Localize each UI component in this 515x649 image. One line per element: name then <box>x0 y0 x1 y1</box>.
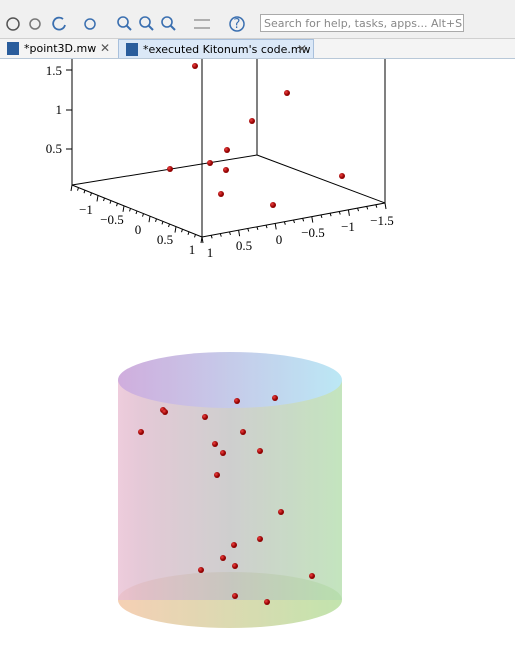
tick-mark <box>357 207 360 212</box>
svg-text:?: ? <box>234 17 241 32</box>
scatter-points <box>167 63 345 208</box>
right-tick-label: −1.5 <box>370 213 394 228</box>
tick-mark <box>161 221 164 225</box>
tick-mark <box>96 195 99 202</box>
tick-mark <box>247 228 250 232</box>
z-tick-label: 1.5 <box>46 63 62 78</box>
tick-mark <box>293 219 295 224</box>
debug-icon[interactable] <box>29 18 41 30</box>
tab-label: *executed Kitonum's code.mw <box>143 43 311 56</box>
tick-mark <box>238 230 241 237</box>
tab[interactable]: *point3D.mw ✕ <box>0 39 116 58</box>
tick-mark <box>320 214 323 219</box>
tick-mark <box>311 216 314 223</box>
tick-mark <box>194 234 196 238</box>
tick-mark <box>109 200 112 204</box>
z-tick-label: 0.5 <box>46 141 62 156</box>
toolbar: ? Search for help, tasks, apps... Alt+S <box>0 0 515 39</box>
help-icon[interactable] <box>229 16 245 32</box>
tick-mark <box>338 211 341 215</box>
tick-mark <box>129 208 131 212</box>
tick-mark <box>219 233 222 237</box>
stop-icon[interactable] <box>6 17 20 31</box>
tick-mark <box>116 203 118 207</box>
tick-mark <box>283 221 286 225</box>
cylinder <box>118 352 342 628</box>
cylinder-points <box>138 395 315 605</box>
zoom-out-icon[interactable] <box>139 16 151 28</box>
right-tick-label: 0.5 <box>236 238 252 253</box>
toolbar-icons: ? <box>6 16 245 32</box>
left-tick-label: 0 <box>135 222 142 237</box>
tick-mark <box>200 236 203 244</box>
left-tick-label: −0.5 <box>100 212 124 227</box>
search-box[interactable]: Search for help, tasks, apps... Alt+S <box>260 14 464 32</box>
z-tick-label: 1 <box>56 102 63 117</box>
tick-mark <box>148 216 151 223</box>
tick-mark <box>210 235 213 239</box>
tick-mark <box>155 218 157 222</box>
right-tick-label: −0.5 <box>301 225 325 240</box>
zoom-fit-icon[interactable] <box>161 16 173 28</box>
tick-mark <box>187 231 190 235</box>
left-tick-label: 0.5 <box>157 232 173 247</box>
tick-mark <box>329 213 332 217</box>
tick-mark <box>274 223 277 230</box>
right-tick-label: 1 <box>207 245 214 260</box>
tick-mark <box>265 224 268 229</box>
tab[interactable]: *executed Kitonum's code.mw ✕ <box>118 39 314 58</box>
right-tick-label: 0 <box>276 232 283 247</box>
tick-mark <box>366 206 369 210</box>
tab-label: *point3D.mw <box>24 42 97 55</box>
tick-mark <box>347 209 350 216</box>
tick-mark <box>228 231 231 236</box>
zoom-in-icon[interactable] <box>117 16 129 28</box>
tick-mark <box>302 218 305 222</box>
tick-mark <box>135 210 138 215</box>
tick-mark <box>142 213 144 217</box>
tick-mark <box>181 229 183 233</box>
tick-mark <box>375 204 378 208</box>
tab-bar: *point3D.mw ✕ *executed Kitonum's code.mw… <box>0 39 515 59</box>
tick-mark <box>90 192 92 196</box>
left-tick-label: 1 <box>189 242 196 257</box>
tick-mark <box>70 184 73 192</box>
tick-mark <box>103 197 105 202</box>
tick-mark <box>174 226 177 233</box>
tick-mark <box>122 205 125 212</box>
left-tick-label: −1 <box>79 202 93 217</box>
tick-mark <box>384 202 387 210</box>
tick-mark <box>77 187 79 191</box>
tick-mark <box>83 190 86 194</box>
restart-icon[interactable] <box>52 16 66 31</box>
tick-mark <box>168 223 170 228</box>
toggle-icon[interactable] <box>194 19 210 29</box>
right-tick-label: −1 <box>341 219 355 234</box>
link-icon[interactable] <box>84 18 96 30</box>
tick-mark <box>256 226 259 230</box>
